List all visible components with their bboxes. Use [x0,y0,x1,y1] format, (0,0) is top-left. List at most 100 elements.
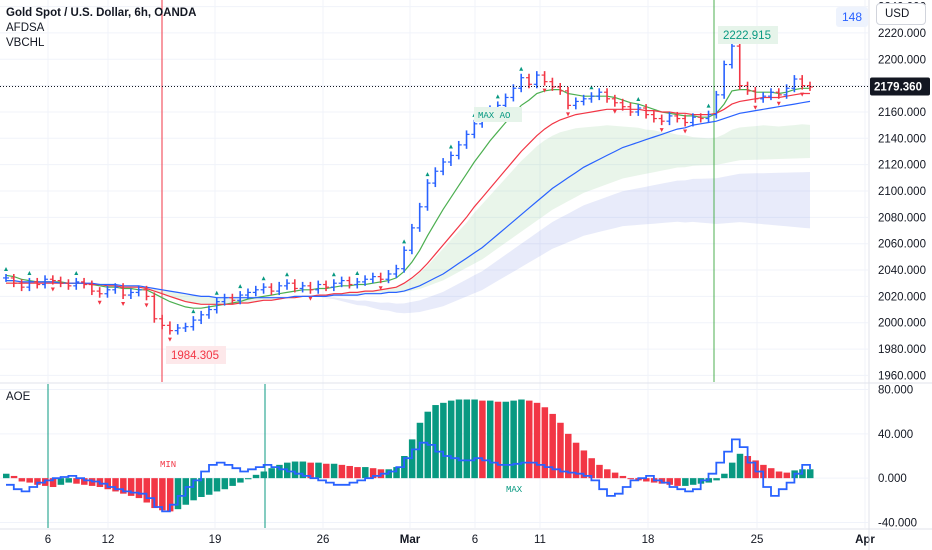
histogram-bar [135,478,143,499]
histogram-bar [237,478,244,483]
histogram-bar [682,478,689,486]
histogram-bar [541,407,549,479]
signal-down-marker [753,105,758,110]
histogram-bar [3,473,10,479]
x-tick-label: 6 [472,534,478,546]
event-lines [47,0,715,528]
y-tick-label: 2100.000 [878,186,926,198]
histogram-bar [728,462,736,479]
histogram-bar [151,478,158,509]
oscillator-line [6,438,811,513]
ema-line [6,100,811,299]
histogram-bar [432,405,439,479]
histogram-bar [807,469,814,479]
x-tick-label: 26 [317,534,330,546]
histogram-bar [291,461,299,479]
histogram-bar [362,467,369,479]
histogram-bar [510,400,517,479]
histogram-bar [10,475,18,479]
histogram-bar [299,461,307,479]
price-bars [3,35,813,342]
low-annotation-box [166,346,226,364]
osc-max-label: MAX [506,485,523,495]
histogram-bar [767,468,775,479]
histogram-bar [276,464,283,479]
osc-min-label: MIN [160,460,176,470]
high-annotation-box [718,26,778,44]
histogram-bar [127,478,135,496]
histogram-bar [346,465,353,479]
green-cloud [6,124,810,305]
histogram-bar [557,422,564,479]
histogram-bar [26,478,33,483]
histogram-bar [736,453,744,479]
signal-down-marker [776,101,781,106]
histogram-bar [619,475,627,479]
signal-up-marker [238,284,243,289]
indicator-vbchl-label[interactable]: VBCHL [6,37,45,49]
oscillator-label[interactable]: AOE [6,391,31,403]
signal-down-marker [800,92,805,97]
histogram-bar [713,478,720,481]
histogram-bar [73,478,80,484]
x-tick-label: 25 [751,534,764,546]
signal-down-marker [121,302,126,307]
blue-cloud [6,172,810,314]
histogram-bar [604,469,611,479]
histogram-bar [268,468,275,479]
signal-up-marker [425,172,430,177]
histogram-bar [213,478,221,492]
last-price-value: 2179.360 [874,81,922,93]
histogram-bar [744,456,752,479]
annotations: 2179.360 1984.305 2222.915 MAX AO [0,26,930,364]
currency-selector[interactable]: USD [876,3,926,25]
osc-y-tick-label: 80.000 [878,385,913,397]
histogram-bar [159,478,166,511]
histogram-bar [307,462,314,479]
histogram-bar [775,471,783,479]
histogram-bar [221,478,229,490]
y-tick-label: 2000.000 [878,318,926,330]
histogram-bar [471,399,478,479]
signal-down-marker [612,109,617,114]
histogram-bar [689,478,697,485]
indicator-afdsa-label[interactable]: AFDSA [6,22,45,34]
histogram-bar [369,468,377,479]
x-tick-label: 12 [102,534,115,546]
y-tick-label: 2140.000 [878,133,926,145]
high-annotation: 2222.915 [723,30,771,42]
symbol-title[interactable]: Gold Spot / U.S. Dollar, 6h, OANDA [6,7,197,19]
histogram-bar [440,402,447,479]
histogram-bar [611,472,619,479]
histogram-bar [174,478,182,510]
histogram-bar [260,471,268,479]
histogram-bar [588,458,595,479]
low-annotation: 1984.305 [171,350,219,362]
signal-up-marker [27,270,32,275]
signal-up-marker [285,272,290,277]
max-ao-label: MAX AO [478,111,510,121]
ema-line [6,92,810,305]
signal-down-marker [542,88,547,93]
histogram-bar [572,442,580,479]
signal-down-marker [167,337,172,342]
signal-down-marker [97,300,102,305]
histogram-bar [502,401,510,479]
x-tick-label: 11 [534,534,546,546]
histogram-bar [252,474,260,479]
signal-up-marker [191,309,196,314]
signal-down-marker [50,287,55,292]
histogram-bar [549,413,556,479]
histogram-bar [229,478,236,486]
signal-up-marker [4,266,8,271]
histogram-bar [166,478,174,512]
y-tick-label: 1980.000 [878,344,926,356]
indicator-clouds [6,124,810,314]
histogram-bar [463,399,471,479]
signal-up-marker [448,144,453,149]
alert-count-badge[interactable]: 148 [836,7,868,27]
y-tick-label: 2160.000 [878,107,926,119]
x-tick-label: 19 [209,534,222,546]
y-tick-label: 2200.000 [878,54,926,66]
signal-down-marker [566,112,571,117]
